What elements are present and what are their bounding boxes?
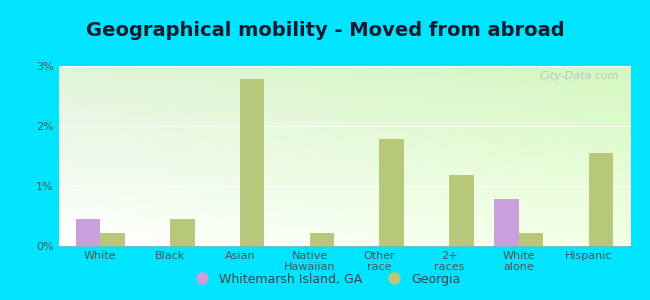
Bar <box>100 233 125 246</box>
Text: City-Data.com: City-Data.com <box>540 71 619 81</box>
Bar <box>495 199 519 246</box>
Legend: Whitemarsh Island, GA, Georgia: Whitemarsh Island, GA, Georgia <box>185 268 465 291</box>
Bar <box>170 219 194 246</box>
Bar <box>240 79 265 246</box>
Bar <box>589 153 613 246</box>
Bar <box>380 139 404 246</box>
Text: Geographical mobility - Moved from abroad: Geographical mobility - Moved from abroa… <box>86 21 564 40</box>
Bar <box>76 219 100 246</box>
Bar <box>449 175 474 246</box>
Bar <box>309 233 334 246</box>
Bar <box>519 233 543 246</box>
